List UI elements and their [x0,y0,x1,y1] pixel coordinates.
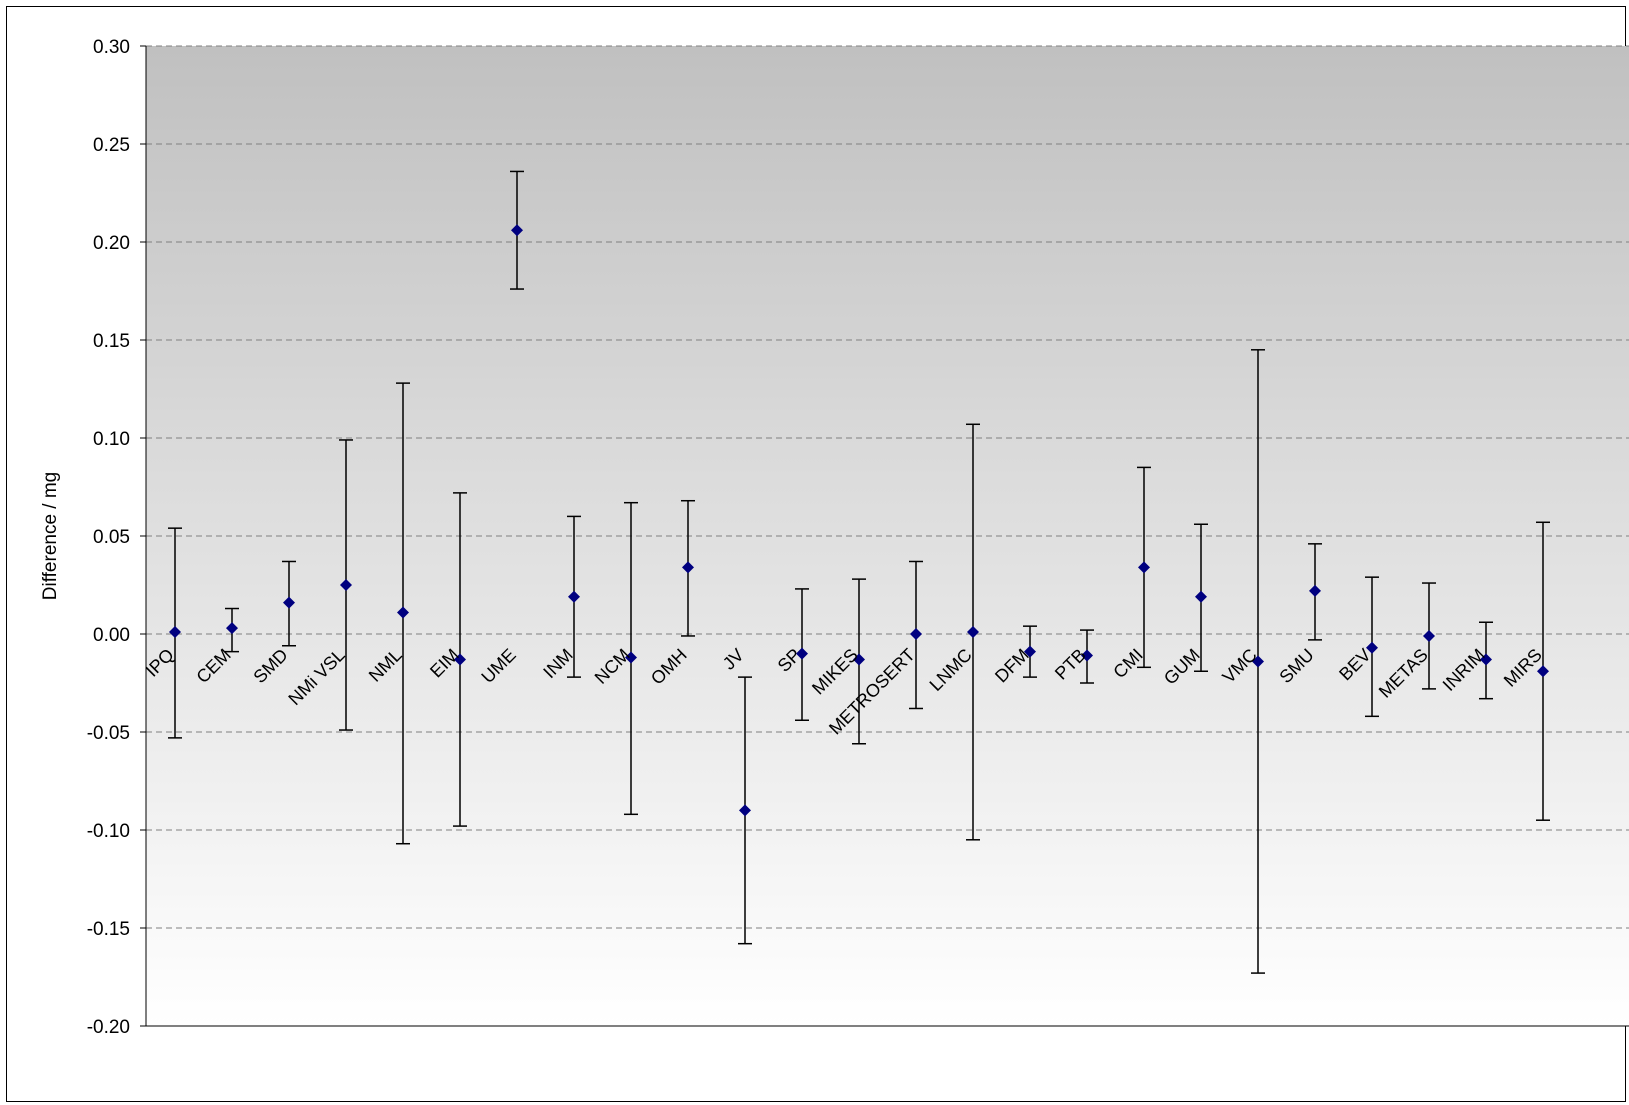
y-tick-label: -0.20 [87,1017,130,1038]
y-tick-label: 0.00 [93,625,130,646]
data-point [1081,649,1093,662]
y-tick-label: 0.30 [93,37,130,58]
data-point [796,647,808,660]
data-point [853,653,865,666]
data-point [568,590,580,603]
data-point [1309,584,1321,597]
data-point [283,596,295,609]
y-tick-label: 0.20 [93,233,130,254]
y-axis-title: Difference / mg [40,472,61,600]
data-point [1366,641,1378,654]
data-point [739,804,751,817]
data-point [511,224,523,237]
data-point [397,606,409,619]
y-tick-label: 0.10 [93,429,130,450]
data-point [1480,653,1492,666]
data-point [1537,665,1549,678]
data-point [1195,590,1207,603]
data-point [1024,645,1036,658]
data-point [340,579,352,591]
data-point [169,626,181,639]
y-tick-label: -0.15 [87,919,130,940]
data-point [625,651,637,664]
data-point [910,628,922,640]
data-point [226,622,238,635]
data-point [1423,629,1435,642]
data-point [682,561,694,574]
y-tick-label: -0.10 [87,821,130,842]
y-tick-label: 0.05 [93,527,130,548]
y-tick-label: -0.05 [87,723,130,744]
data-point [967,626,979,639]
y-tick-label: 0.25 [93,135,130,156]
y-tick-label: 0.15 [93,331,130,352]
data-point [454,653,466,666]
data-point [1138,561,1150,574]
data-point [1252,655,1264,668]
